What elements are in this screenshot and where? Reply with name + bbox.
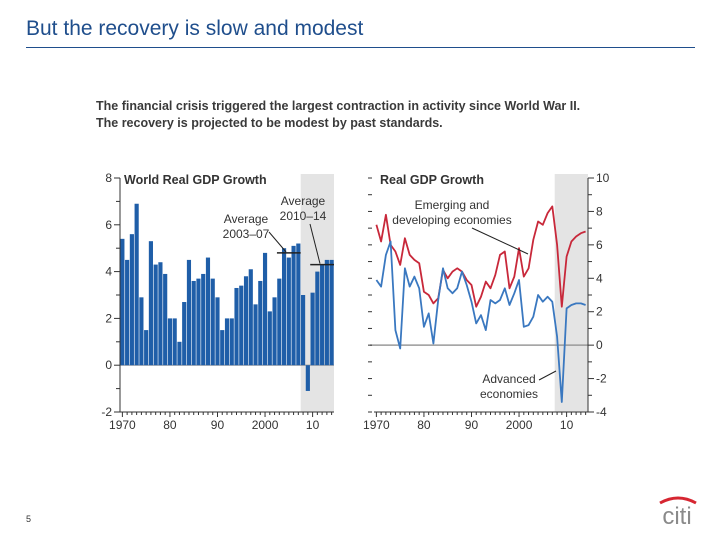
gdp-bar bbox=[291, 245, 296, 366]
y-tick-label: -4 bbox=[596, 405, 607, 419]
x-tick-label: 90 bbox=[465, 418, 479, 432]
series-line bbox=[375, 240, 586, 403]
gdp-bar bbox=[272, 297, 277, 366]
gdp-bar bbox=[286, 257, 291, 366]
gdp-bar bbox=[205, 257, 211, 366]
x-tick-label: 1970 bbox=[363, 418, 390, 432]
gdp-bar bbox=[120, 238, 125, 366]
real-gdp-line-chart: -4 -2 0 2 4 6 8 10 1970 80 90 2000 10 Real GDP Growth… bbox=[363, 171, 610, 432]
gdp-bar bbox=[224, 318, 230, 366]
gdp-bar bbox=[186, 259, 192, 366]
y-tick-label: 2 bbox=[596, 305, 603, 319]
y-tick-label: 0 bbox=[596, 338, 603, 352]
average-label: Average bbox=[281, 194, 326, 208]
annotation-leader bbox=[538, 370, 557, 381]
figure-subtitle-line1: The financial crisis triggered the large… bbox=[96, 99, 581, 113]
gdp-bar bbox=[243, 276, 249, 366]
x-tick-label: 10 bbox=[306, 418, 320, 432]
gdp-bar bbox=[215, 297, 220, 366]
gdp-bar bbox=[196, 278, 201, 366]
gdp-bar bbox=[129, 234, 134, 366]
figure-subtitle-line2: The recovery is projected to be modest b… bbox=[96, 116, 443, 130]
gdp-bar bbox=[324, 259, 329, 366]
gdp-bar bbox=[248, 269, 253, 366]
gdp-bar bbox=[239, 285, 244, 366]
gdp-bar bbox=[220, 330, 225, 366]
x-tick-label: 10 bbox=[560, 418, 574, 432]
title-divider bbox=[26, 47, 695, 48]
x-tick-label: 80 bbox=[163, 418, 177, 432]
slide-title: But the recovery is slow and modest bbox=[26, 17, 364, 40]
y-tick-label: 0 bbox=[105, 358, 112, 372]
y-tick-label: 2 bbox=[105, 311, 112, 325]
gdp-bar bbox=[253, 304, 258, 366]
gdp-bar bbox=[267, 311, 272, 366]
y-tick-label: -2 bbox=[596, 372, 607, 386]
gdp-bar bbox=[134, 203, 139, 366]
chart-title: World Real GDP Growth bbox=[124, 173, 267, 187]
annotation-leader bbox=[309, 223, 321, 264]
gdp-bar bbox=[277, 278, 282, 366]
gdp-bar bbox=[163, 273, 168, 366]
gdp-bar bbox=[229, 318, 234, 366]
chart-title: Real GDP Growth bbox=[380, 173, 484, 187]
gdp-bar bbox=[210, 278, 215, 366]
citi-logo: citi bbox=[659, 496, 697, 528]
gdp-bar bbox=[167, 318, 173, 366]
gdp-bar bbox=[153, 264, 158, 366]
gdp-bar bbox=[329, 259, 334, 366]
gdp-bar bbox=[296, 243, 301, 366]
gdp-bar bbox=[125, 259, 130, 366]
y-tick-label: 4 bbox=[596, 271, 603, 285]
annotation-leader bbox=[268, 231, 287, 253]
y-tick-label: 6 bbox=[596, 238, 603, 252]
series-line bbox=[375, 205, 586, 308]
gdp-bar bbox=[315, 271, 320, 366]
gdp-bar bbox=[191, 280, 196, 366]
series-label: Emerging and bbox=[415, 198, 490, 212]
gdp-bar bbox=[281, 248, 287, 366]
gdp-bar bbox=[262, 252, 268, 366]
gdp-bar bbox=[182, 302, 187, 366]
gdp-bar bbox=[305, 365, 310, 391]
logo-text: citi bbox=[662, 503, 691, 528]
average-label: 2010–14 bbox=[280, 209, 327, 223]
gdp-bar bbox=[148, 241, 153, 366]
gdp-bar bbox=[158, 262, 163, 366]
gdp-bar bbox=[177, 341, 182, 366]
series-label: Advanced bbox=[482, 372, 535, 386]
gdp-bar bbox=[301, 295, 306, 366]
x-tick-label: 90 bbox=[211, 418, 225, 432]
average-label: 2003–07 bbox=[223, 227, 270, 241]
gdp-bar bbox=[172, 318, 177, 366]
gdp-bar bbox=[144, 330, 149, 366]
y-tick-label: 4 bbox=[105, 265, 112, 279]
world-gdp-bar-chart: -2 0 2 4 6 8 1970 80 90 2000 10 World Real GDP Grow… bbox=[101, 171, 334, 432]
x-tick-label: 80 bbox=[417, 418, 431, 432]
y-tick-label: 8 bbox=[105, 171, 112, 185]
gdp-bar bbox=[201, 273, 206, 366]
gdp-bar bbox=[320, 264, 325, 366]
y-tick-label: 10 bbox=[596, 171, 610, 185]
gdp-bar bbox=[139, 297, 144, 366]
y-tick-label: 6 bbox=[105, 218, 112, 232]
x-tick-label: 2000 bbox=[506, 418, 533, 432]
page-number: 5 bbox=[26, 514, 32, 524]
annotation-leader bbox=[471, 227, 529, 255]
series-label: economies bbox=[480, 387, 538, 401]
gdp-bar bbox=[310, 292, 315, 366]
x-tick-label: 1970 bbox=[109, 418, 136, 432]
y-tick-label: -2 bbox=[101, 405, 112, 419]
gdp-bar bbox=[234, 287, 239, 366]
x-tick-label: 2000 bbox=[252, 418, 279, 432]
series-label: developing economies bbox=[392, 213, 511, 227]
gdp-bar bbox=[258, 280, 263, 366]
figure-subtitle: The financial crisis triggered the large… bbox=[96, 98, 656, 132]
average-label: Average bbox=[224, 212, 269, 226]
y-tick-label: 8 bbox=[596, 204, 603, 218]
